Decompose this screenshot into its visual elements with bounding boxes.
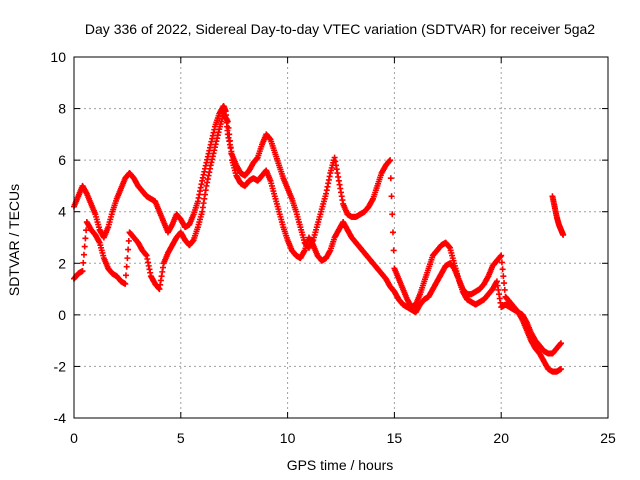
y-tick-label: 6 (58, 152, 66, 168)
trace-b-point (228, 150, 235, 157)
y-tick-label: -2 (54, 358, 67, 374)
trace-a-point (389, 211, 396, 218)
trace-b-point (122, 280, 129, 287)
y-tick-label: -4 (54, 410, 67, 426)
trace-a-point (558, 366, 565, 373)
trace-b-point (125, 237, 132, 244)
trace-a-point (498, 252, 505, 259)
y-tick-label: 4 (58, 204, 66, 220)
trace-a-point (499, 266, 506, 273)
x-tick-label: 10 (280, 430, 296, 446)
trace-a-point (498, 259, 505, 266)
trace-b-point (80, 259, 87, 266)
y-tick-label: 2 (58, 255, 66, 271)
trace-a-point (500, 273, 507, 280)
trace-a-point (387, 175, 394, 182)
x-tick-label: 0 (70, 430, 78, 446)
trace-a-point (501, 286, 508, 293)
trace-b-point (82, 235, 89, 242)
chart-title: Day 336 of 2022, Sidereal Day-to-day VTE… (85, 21, 595, 37)
x-tick-label: 15 (387, 430, 403, 446)
x-tick-label: 25 (600, 430, 616, 446)
trace-b-point (558, 340, 565, 347)
y-tick-label: 10 (50, 49, 66, 65)
y-axis-label: SDTVAR / TECUs (6, 184, 22, 296)
y-tick-labels: -4 -2 0 2 4 6 8 10 (50, 49, 66, 426)
x-axis-label: GPS time / hours (287, 457, 394, 473)
trace-a-point (389, 229, 396, 236)
trace-b-point (122, 272, 129, 279)
trace-c-point (560, 231, 567, 238)
x-tick-label: 5 (177, 430, 185, 446)
trace-b-point (125, 246, 132, 253)
y-tick-label: 0 (58, 307, 66, 323)
trace-a-point (501, 280, 508, 287)
plot-frame (73, 56, 609, 419)
trace-b-point (227, 144, 234, 151)
trace-b-point (79, 268, 86, 275)
trace-a-point (388, 193, 395, 200)
trace-b-point (224, 118, 231, 125)
y-tick-label: 8 (58, 101, 66, 117)
trace-a-point (390, 247, 397, 254)
data-points (71, 102, 567, 375)
x-tick-labels: 0 5 10 15 20 25 (70, 430, 616, 446)
trace-b-point (226, 137, 233, 144)
trace-b-point (123, 263, 130, 270)
trace-b-point (225, 124, 232, 131)
trace-a-point (387, 157, 394, 164)
trace-b-point (81, 243, 88, 250)
trace-b-point (226, 131, 233, 138)
trace-b-point (80, 251, 87, 258)
trace-b-point (124, 255, 131, 262)
x-tick-label: 20 (493, 430, 509, 446)
axis-ticks (73, 56, 609, 419)
grid-lines (74, 57, 608, 418)
